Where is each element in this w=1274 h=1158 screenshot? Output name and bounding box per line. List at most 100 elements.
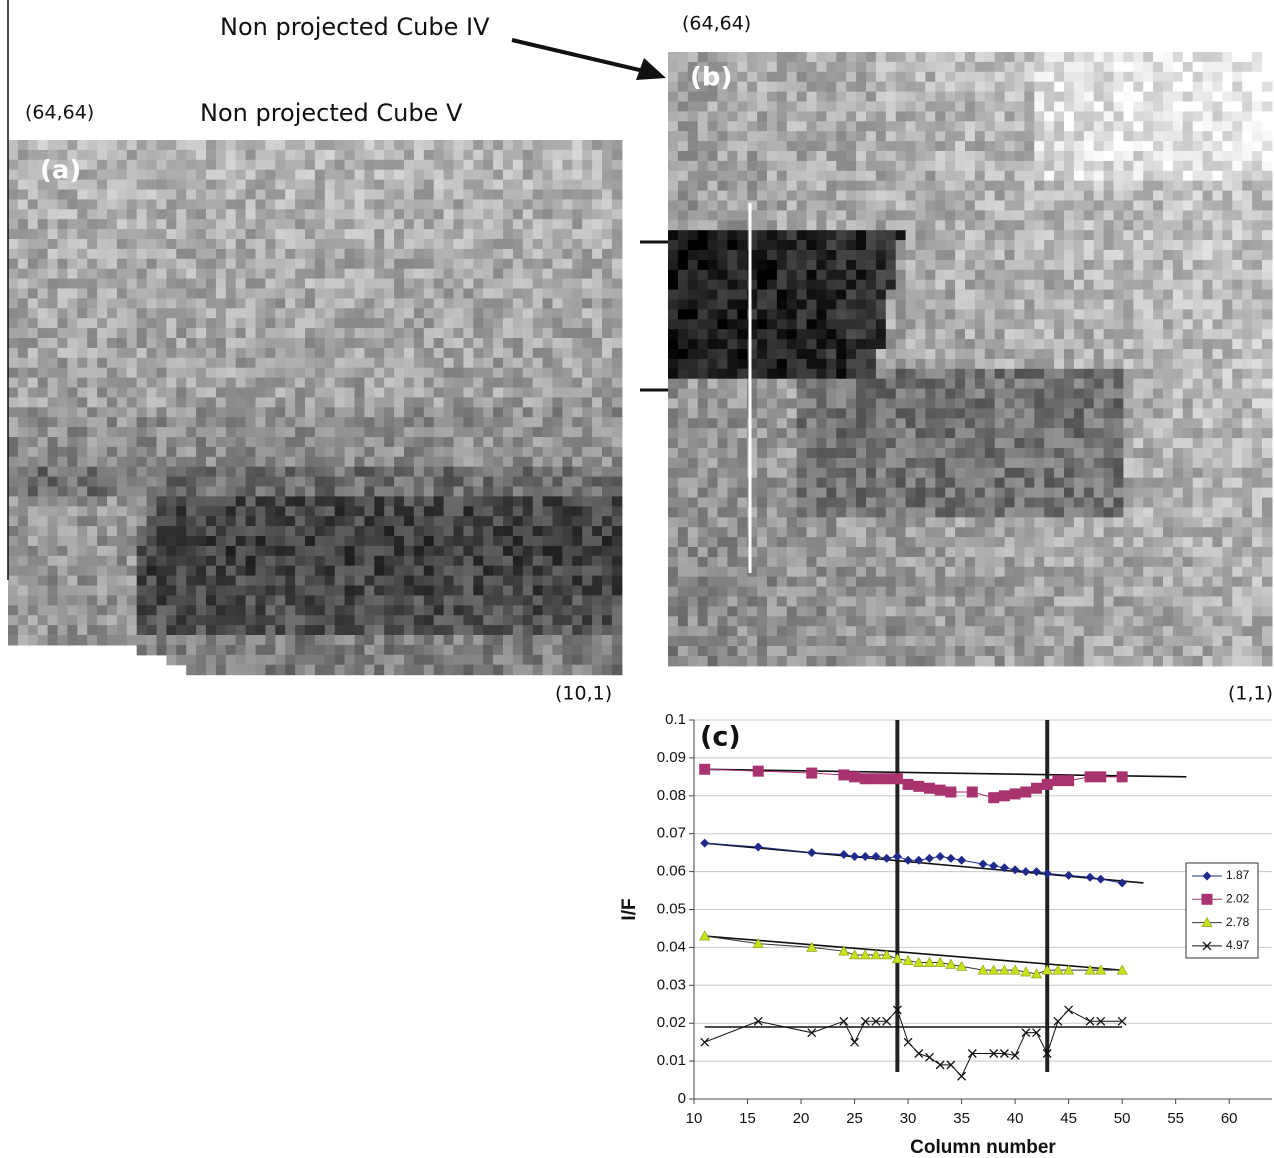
pixel: [423, 377, 435, 389]
pixel: [265, 209, 276, 220]
pixel: [473, 635, 484, 646]
pixel: [354, 456, 365, 468]
pixel: [116, 417, 128, 428]
pixel: [473, 229, 484, 240]
pixel: [225, 407, 237, 418]
pixel: [727, 151, 738, 162]
pixel: [974, 141, 986, 152]
pixel: [562, 555, 573, 567]
pixel: [611, 427, 623, 438]
pixel: [668, 151, 679, 162]
pixel: [27, 278, 39, 290]
pixel: [1083, 52, 1095, 63]
pixel: [1182, 151, 1194, 162]
pixel: [285, 427, 296, 438]
pixel: [97, 278, 108, 290]
pixel: [384, 585, 395, 596]
pixel: [895, 101, 907, 112]
pixel: [1093, 121, 1105, 132]
pixel: [875, 111, 887, 122]
pixel: [1093, 71, 1105, 83]
pixel: [512, 248, 524, 260]
pixel: [717, 269, 728, 281]
pixel: [1153, 71, 1164, 83]
pixel: [413, 565, 425, 577]
pixel: [255, 437, 266, 448]
pixel: [67, 367, 78, 379]
pixel: [1232, 259, 1243, 271]
pixel: [572, 209, 583, 220]
pixel: [77, 199, 88, 210]
pixel: [215, 486, 227, 497]
pixel: [562, 140, 573, 151]
pixel: [285, 664, 296, 676]
pixel: [611, 367, 623, 379]
pixel: [796, 230, 808, 241]
pixel: [562, 466, 573, 478]
pixel: [57, 308, 68, 319]
pixel: [816, 250, 827, 261]
pixel: [324, 545, 336, 557]
pixel: [107, 625, 118, 636]
pixel: [394, 446, 405, 458]
pixel: [776, 319, 788, 330]
pixel: [483, 635, 494, 646]
pixel: [697, 160, 709, 172]
pixel: [836, 121, 847, 132]
pixel: [295, 239, 306, 250]
pixel: [285, 367, 296, 379]
pixel: [1172, 52, 1184, 63]
pixel: [945, 240, 956, 251]
pixel: [206, 199, 217, 210]
pixel: [196, 347, 207, 359]
pixel: [77, 159, 88, 171]
pixel: [404, 169, 415, 181]
pixel: [423, 437, 435, 448]
pixel: [146, 169, 158, 181]
pixel: [1123, 279, 1134, 291]
pixel: [965, 71, 976, 83]
pixel: [255, 367, 266, 379]
pixel: [895, 180, 907, 192]
pixel: [532, 258, 544, 270]
pixel: [374, 298, 385, 309]
pixel: [126, 427, 138, 438]
pixel: [1222, 190, 1233, 202]
pixel: [1073, 319, 1085, 330]
pixel: [592, 338, 603, 349]
pixel: [146, 536, 158, 547]
pixel: [562, 654, 573, 666]
pixel: [1133, 299, 1144, 310]
pixel: [503, 486, 514, 497]
pixel: [453, 298, 464, 309]
pixel: [552, 149, 563, 161]
pixel: [17, 635, 29, 646]
pixel: [186, 318, 197, 329]
pixel: [1143, 151, 1154, 162]
pixel: [334, 140, 346, 151]
pixel: [866, 160, 877, 172]
pixel: [146, 308, 158, 319]
pixel: [27, 347, 39, 359]
pixel: [776, 180, 788, 192]
pixel: [796, 91, 808, 103]
pixel: [285, 328, 296, 339]
pixel: [925, 259, 936, 271]
pixel: [394, 575, 405, 587]
pixel: [512, 387, 524, 398]
pixel: [97, 466, 108, 478]
pixel: [687, 259, 699, 271]
pixel: [443, 516, 455, 527]
pixel: [1113, 269, 1124, 281]
pixel: [611, 565, 623, 577]
pixel: [1014, 61, 1025, 73]
pixel: [1143, 250, 1154, 261]
pixel: [433, 496, 445, 507]
pixel: [512, 149, 524, 161]
pixel: [235, 496, 247, 507]
pixel: [384, 258, 395, 270]
pixel: [324, 219, 336, 230]
pixel: [17, 387, 29, 398]
pixel: [215, 427, 227, 438]
pixel: [324, 427, 336, 438]
